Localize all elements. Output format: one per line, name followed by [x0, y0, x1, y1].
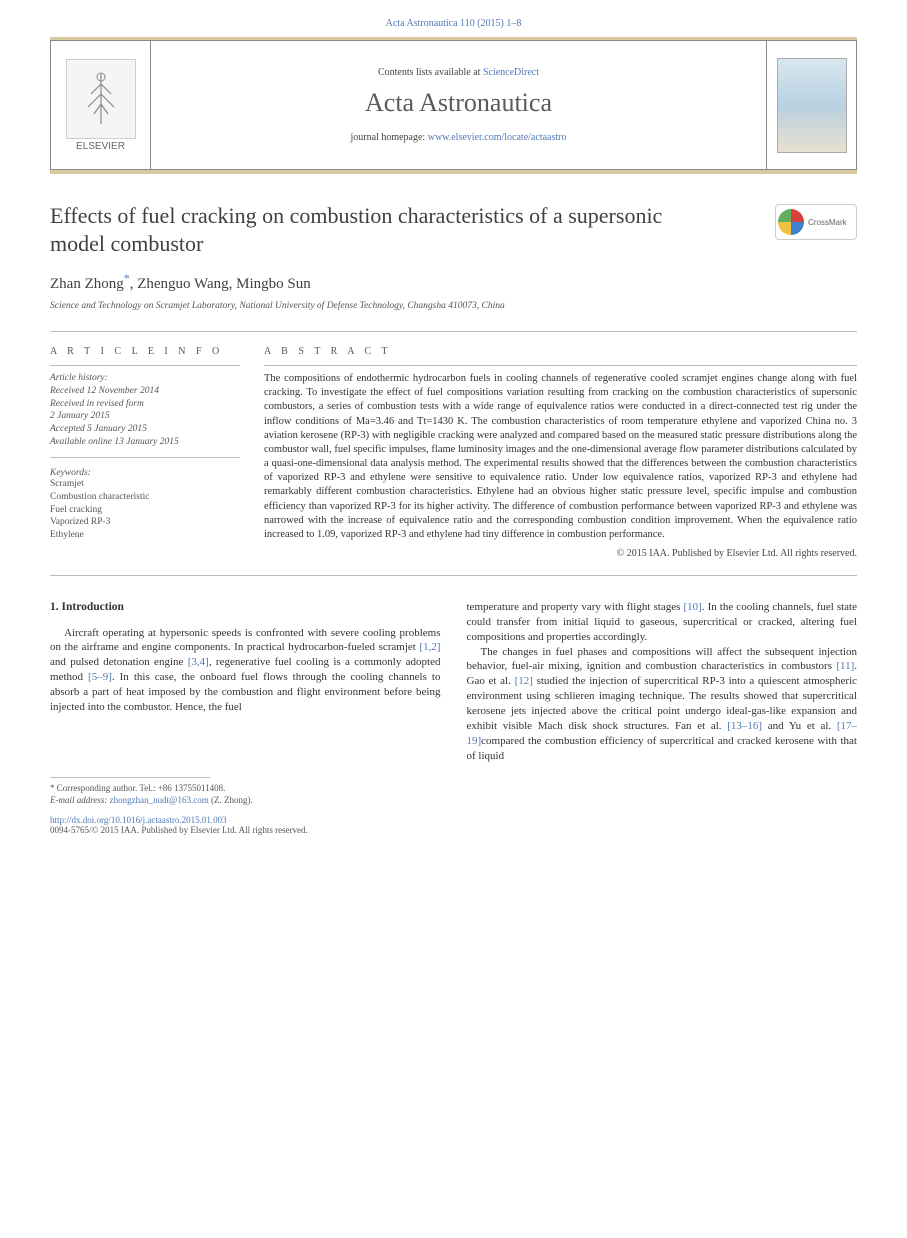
contents-prefix: Contents lists available at: [378, 67, 483, 78]
abstract-rule: [264, 365, 857, 366]
elsevier-label: ELSEVIER: [76, 141, 125, 152]
citation-link[interactable]: [1,2]: [419, 641, 440, 653]
journal-header: ELSEVIER Contents lists available at Sci…: [50, 40, 857, 170]
crossmark-label: CrossMark: [808, 218, 847, 227]
info-rule: [50, 365, 240, 366]
abstract-column: A B S T R A C T The compositions of endo…: [264, 346, 857, 559]
body-column-left: 1. Introduction Aircraft operating at hy…: [50, 600, 441, 763]
keywords-list: Scramjet Combustion characteristic Fuel …: [50, 478, 240, 542]
intro-paragraph-2: The changes in fuel phases and compositi…: [467, 645, 858, 764]
footnote-separator: [50, 777, 210, 778]
abstract-text: The compositions of endothermic hydrocar…: [264, 372, 857, 542]
header-center: Contents lists available at ScienceDirec…: [151, 41, 766, 169]
history-label: Article history:: [50, 372, 240, 385]
sciencedirect-link[interactable]: ScienceDirect: [483, 67, 539, 78]
separator-rule: [50, 331, 857, 332]
article-info-column: A R T I C L E I N F O Article history: R…: [50, 346, 240, 559]
article-info-heading: A R T I C L E I N F O: [50, 346, 240, 357]
corresponding-footnote: * Corresponding author. Tel.: +86 137550…: [50, 782, 857, 794]
body-columns: 1. Introduction Aircraft operating at hy…: [50, 600, 857, 763]
abstract-heading: A B S T R A C T: [264, 346, 857, 357]
homepage-line: journal homepage: www.elsevier.com/locat…: [351, 132, 567, 143]
doi-block: http://dx.doi.org/10.1016/j.actaastro.20…: [50, 815, 857, 835]
journal-citation: Acta Astronautica 110 (2015) 1–8: [0, 0, 907, 37]
history-online: Available online 13 January 2015: [50, 436, 240, 449]
keywords-label: Keywords:: [50, 468, 240, 478]
citation-link[interactable]: [5–9]: [88, 671, 112, 683]
cover-thumbnail-box: [766, 41, 856, 169]
author-1: Zhan Zhong: [50, 276, 124, 292]
doi-link[interactable]: http://dx.doi.org/10.1016/j.actaastro.20…: [50, 815, 227, 825]
article-title: Effects of fuel cracking on combustion c…: [50, 202, 690, 257]
citation-link[interactable]: [10]: [683, 601, 701, 613]
copyright-line: © 2015 IAA. Published by Elsevier Ltd. A…: [264, 548, 857, 559]
text-run: and pulsed detonation engine: [50, 656, 188, 668]
citation-link[interactable]: [3,4]: [188, 656, 209, 668]
header-bottom-rule: [50, 170, 857, 174]
history-received: Received 12 November 2014: [50, 385, 240, 398]
body-column-right: temperature and property vary with fligh…: [467, 600, 858, 763]
text-run: The changes in fuel phases and compositi…: [467, 646, 858, 673]
title-row: Effects of fuel cracking on combustion c…: [50, 202, 857, 257]
elsevier-tree-icon: [66, 59, 136, 139]
homepage-prefix: journal homepage:: [351, 132, 428, 143]
keyword-item: Combustion characteristic: [50, 491, 240, 504]
info-abstract-row: A R T I C L E I N F O Article history: R…: [50, 346, 857, 559]
text-run: and Yu et al.: [762, 720, 837, 732]
issn-copyright: 0094-5765/© 2015 IAA. Published by Elsev…: [50, 825, 857, 835]
elsevier-logo-box: ELSEVIER: [51, 41, 151, 169]
intro-paragraph-1: Aircraft operating at hypersonic speeds …: [50, 626, 441, 715]
history-revised-2: 2 January 2015: [50, 410, 240, 423]
journal-name: Acta Astronautica: [365, 88, 552, 118]
citation-link[interactable]: [13–16]: [727, 720, 762, 732]
cover-thumbnail: [777, 58, 847, 153]
text-run: temperature and property vary with fligh…: [467, 601, 684, 613]
intro-para-cont: temperature and property vary with fligh…: [467, 600, 858, 645]
keyword-item: Fuel cracking: [50, 504, 240, 517]
footnotes: * Corresponding author. Tel.: +86 137550…: [50, 782, 857, 806]
history-accepted: Accepted 5 January 2015: [50, 423, 240, 436]
text-run: Aircraft operating at hypersonic speeds …: [50, 627, 441, 654]
info-rule-2: [50, 457, 240, 458]
body-separator: [50, 575, 857, 576]
text-run: compared the combustion efficiency of su…: [467, 735, 858, 762]
crossmark-badge[interactable]: CrossMark: [775, 204, 857, 240]
email-link[interactable]: zhongzhan_nudt@163.com: [110, 795, 209, 805]
affiliation: Science and Technology on Scramjet Labor…: [50, 301, 857, 311]
authors-rest: , Zhenguo Wang, Mingbo Sun: [130, 276, 311, 292]
article-history: Article history: Received 12 November 20…: [50, 372, 240, 449]
authors-line: Zhan Zhong*, Zhenguo Wang, Mingbo Sun: [50, 271, 857, 293]
crossmark-icon: [778, 209, 804, 235]
keyword-item: Scramjet: [50, 478, 240, 491]
citation-link[interactable]: [12]: [515, 675, 533, 687]
email-label: E-mail address:: [50, 795, 110, 805]
homepage-link[interactable]: www.elsevier.com/locate/actaastro: [428, 132, 567, 143]
keyword-item: Ethylene: [50, 529, 240, 542]
history-revised-1: Received in revised form: [50, 398, 240, 411]
contents-line: Contents lists available at ScienceDirec…: [378, 67, 539, 78]
citation-link[interactable]: [11]: [836, 660, 854, 672]
email-footnote: E-mail address: zhongzhan_nudt@163.com (…: [50, 794, 857, 806]
email-tail: (Z. Zhong).: [209, 795, 253, 805]
section-heading-intro: 1. Introduction: [50, 600, 441, 616]
keyword-item: Vaporized RP-3: [50, 516, 240, 529]
